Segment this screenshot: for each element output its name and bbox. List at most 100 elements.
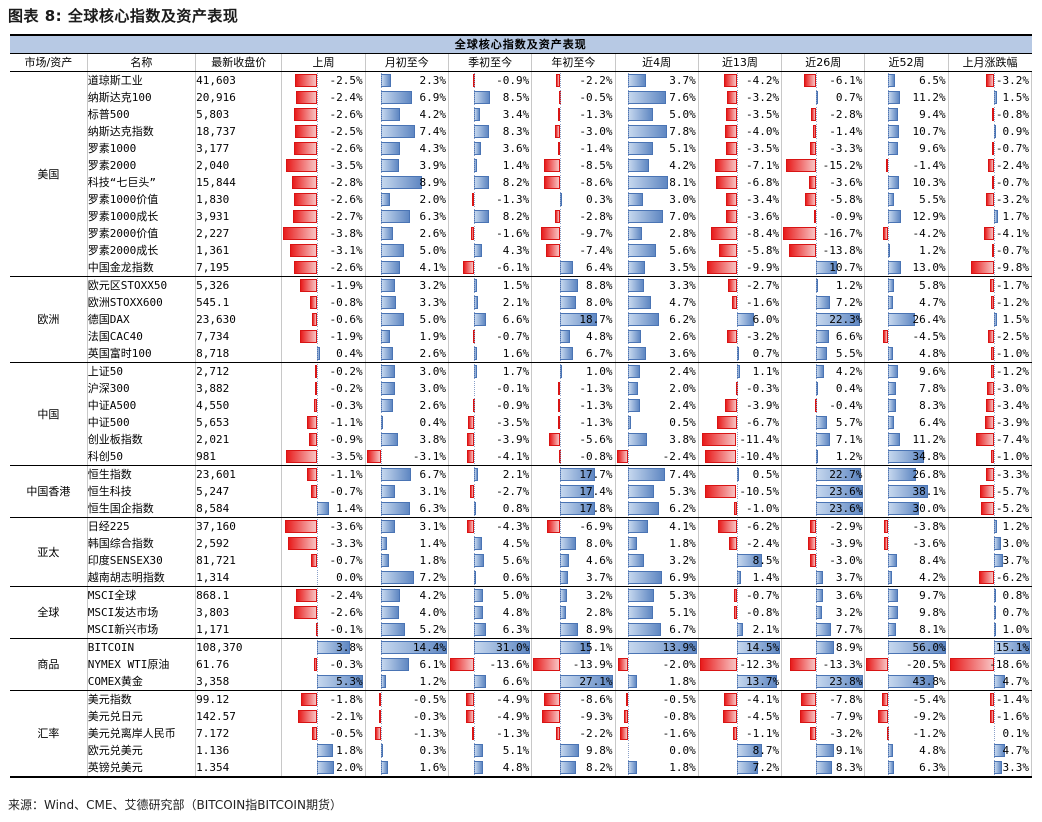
return-cell: -2.5% <box>948 328 1033 345</box>
zero-axis <box>474 709 476 724</box>
return-value: 14.5% <box>745 641 780 654</box>
return-cell: 9.4% <box>864 106 949 123</box>
close-price: 142.57 <box>195 708 283 725</box>
return-cell: 1.2% <box>864 242 949 259</box>
return-cell: -1.6% <box>448 225 533 242</box>
zero-axis <box>474 484 476 499</box>
negative-bar <box>733 502 737 515</box>
return-cell: 1.8% <box>615 759 699 778</box>
return-value: -3.6% <box>329 520 363 533</box>
return-cell: 0.6% <box>448 569 533 587</box>
negative-bar <box>813 125 817 138</box>
return-value: 1.2% <box>1002 520 1030 533</box>
return-cell: 5.6% <box>448 552 533 569</box>
return-value: -5.7% <box>995 485 1029 498</box>
negative-bar <box>283 227 317 240</box>
return-value: -2.1% <box>329 710 363 723</box>
close-price: 5,803 <box>195 106 283 123</box>
positive-bar <box>628 330 642 343</box>
zero-axis <box>993 329 995 344</box>
return-value: 8.4% <box>919 554 946 567</box>
return-value: 6.6% <box>502 675 530 688</box>
zero-axis <box>816 449 818 464</box>
return-cell: 1.7% <box>948 208 1033 225</box>
return-cell: -1.2% <box>948 362 1033 380</box>
return-value: 26.4% <box>912 313 946 326</box>
asset-name: 德国DAX <box>87 311 197 328</box>
return-value: -1.0% <box>995 347 1029 360</box>
return-value: 6.5% <box>919 74 946 87</box>
zero-axis <box>628 692 630 707</box>
return-value: 4.1% <box>419 261 446 274</box>
return-value: 5.3% <box>669 485 696 498</box>
positive-bar <box>380 74 392 87</box>
return-cell: -0.2% <box>281 380 366 397</box>
zero-axis <box>380 141 382 156</box>
negative-bar <box>719 244 737 257</box>
positive-bar <box>628 142 654 155</box>
zero-axis <box>887 760 889 775</box>
return-value: -9.7% <box>579 227 613 240</box>
zero-axis <box>628 398 630 413</box>
return-cell: -1.3% <box>531 414 616 431</box>
negative-bar <box>310 485 317 498</box>
negative-bar <box>295 589 317 602</box>
positive-bar <box>628 502 659 515</box>
positive-bar <box>628 485 655 498</box>
return-value: -3.2% <box>829 727 863 740</box>
return-cell: -1.2% <box>948 294 1033 311</box>
zero-axis <box>380 364 382 379</box>
return-value: 12.9% <box>912 210 946 223</box>
zero-axis <box>628 674 630 689</box>
return-value: 18.7% <box>579 313 613 326</box>
return-cell: 3.4% <box>448 106 533 123</box>
return-value: 3.0% <box>419 382 446 395</box>
zero-axis <box>887 640 889 655</box>
return-value: 23.8% <box>829 675 863 688</box>
return-value: 22.3% <box>829 313 863 326</box>
asset-name: 恒生科技 <box>87 483 197 500</box>
table-row: 罗素2000 2,040 -3.5% 3.9% 1.4% -8.5% 4.2% -7.1% -1… <box>10 157 1033 174</box>
zero-axis <box>628 640 630 655</box>
return-cell: 5.7% <box>781 414 866 431</box>
negative-bar <box>979 571 994 584</box>
return-cell: 0.0% <box>281 569 366 587</box>
zero-axis <box>316 141 318 156</box>
return-value: 3.3% <box>419 296 446 309</box>
zero-axis <box>316 329 318 344</box>
return-value: 3.7% <box>835 571 863 584</box>
return-value: -5.4% <box>912 693 946 706</box>
zero-axis <box>628 175 630 190</box>
close-price: 3,358 <box>195 673 283 691</box>
zero-axis <box>560 760 562 775</box>
zero-axis <box>736 260 738 275</box>
positive-bar <box>628 520 649 533</box>
zero-axis <box>560 295 562 310</box>
return-cell: 7.2% <box>698 759 783 778</box>
asset-name: 纳斯达克指数 <box>87 123 197 140</box>
return-cell: 8.9% <box>781 638 866 656</box>
return-value: 9.6% <box>919 142 946 155</box>
zero-axis <box>887 605 889 620</box>
positive-bar <box>474 125 490 138</box>
negative-bar <box>990 693 994 706</box>
return-value: 4.2% <box>419 108 446 121</box>
column-header: 近26周 <box>781 53 865 72</box>
table-row: 越南胡志明指数 1,314 0.0% 7.2% 0.6% 3.7% 6.9% 1.4% 3.7%… <box>10 569 1033 587</box>
return-cell: -2.8% <box>781 106 866 123</box>
return-value: 3.0% <box>669 193 696 206</box>
positive-bar <box>887 365 898 378</box>
return-value: -0.8% <box>745 606 780 619</box>
table-row: 纳斯达克100 20,916 -2.4% 6.9% 8.5% -0.5% 7.6% -3.2%… <box>10 89 1033 106</box>
return-value: -2.6% <box>329 193 363 206</box>
zero-axis <box>816 588 818 603</box>
return-value: 5.0% <box>502 589 530 602</box>
return-value: 3.2% <box>586 589 613 602</box>
return-value: -0.7% <box>995 244 1029 257</box>
table-row: 罗素1000成长 3,931 -2.7% 6.3% 8.2% -2.8% 7.0% -3.6%… <box>10 208 1033 225</box>
region-label: 全球 <box>10 586 88 639</box>
return-value: -8.4% <box>745 227 780 240</box>
positive-bar <box>628 74 647 87</box>
zero-axis <box>736 709 738 724</box>
positive-bar <box>380 193 390 206</box>
